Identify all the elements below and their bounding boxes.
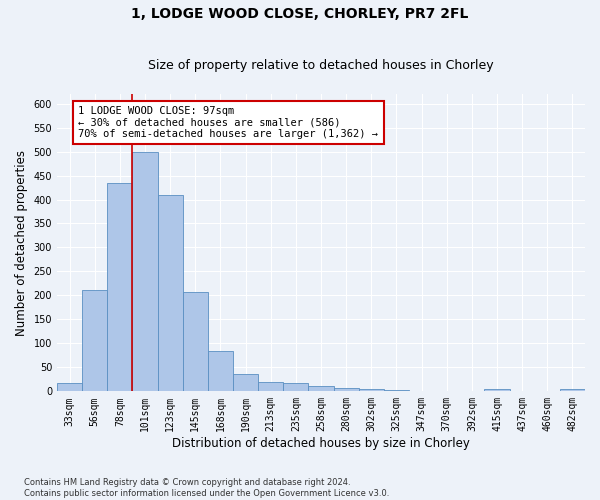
Bar <box>57 383 82 392</box>
Bar <box>384 390 409 392</box>
Bar <box>308 386 334 392</box>
Bar <box>133 152 158 392</box>
Bar <box>158 194 183 392</box>
Title: Size of property relative to detached houses in Chorley: Size of property relative to detached ho… <box>148 59 494 72</box>
Bar <box>233 374 258 392</box>
Bar <box>484 389 509 392</box>
Text: Contains HM Land Registry data © Crown copyright and database right 2024.
Contai: Contains HM Land Registry data © Crown c… <box>24 478 389 498</box>
Bar <box>258 382 283 392</box>
Bar <box>560 389 585 392</box>
Bar <box>82 290 107 392</box>
Y-axis label: Number of detached properties: Number of detached properties <box>15 150 28 336</box>
Bar <box>359 389 384 392</box>
Bar <box>283 383 308 392</box>
Bar <box>334 388 359 392</box>
Bar <box>107 182 133 392</box>
Bar <box>208 351 233 392</box>
Bar <box>183 292 208 392</box>
X-axis label: Distribution of detached houses by size in Chorley: Distribution of detached houses by size … <box>172 437 470 450</box>
Text: 1, LODGE WOOD CLOSE, CHORLEY, PR7 2FL: 1, LODGE WOOD CLOSE, CHORLEY, PR7 2FL <box>131 8 469 22</box>
Text: 1 LODGE WOOD CLOSE: 97sqm
← 30% of detached houses are smaller (586)
70% of semi: 1 LODGE WOOD CLOSE: 97sqm ← 30% of detac… <box>79 106 379 139</box>
